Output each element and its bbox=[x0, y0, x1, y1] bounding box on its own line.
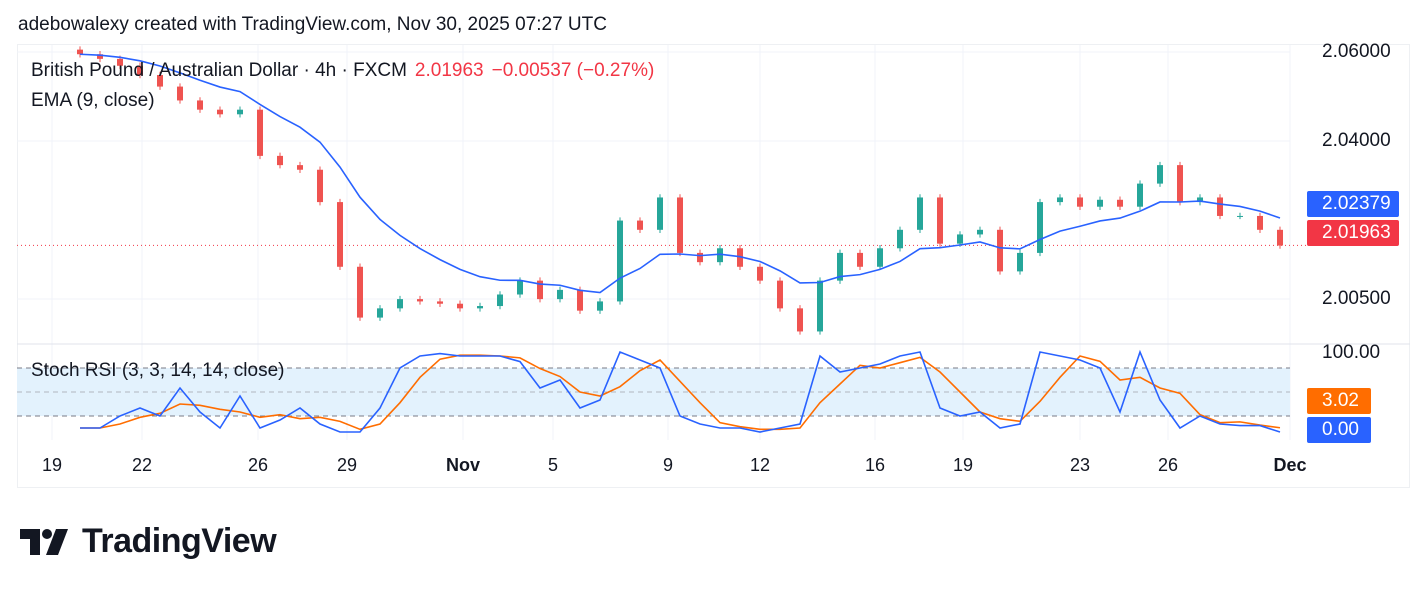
candle-body bbox=[797, 308, 803, 332]
candle-body bbox=[1257, 215, 1263, 230]
x-axis-label: 19 bbox=[952, 455, 974, 475]
tradingview-logo[interactable]: TradingView bbox=[20, 522, 277, 561]
candle-body bbox=[877, 248, 883, 267]
candle-body bbox=[157, 75, 163, 87]
stoch-k-line bbox=[80, 349, 1281, 433]
candle-body bbox=[1097, 199, 1103, 207]
y-tick: 2.00500 bbox=[1322, 288, 1391, 309]
candle-body bbox=[1057, 197, 1063, 203]
candle-body bbox=[377, 308, 383, 318]
candle-body bbox=[617, 220, 623, 302]
x-axis-label: 19 bbox=[41, 455, 63, 475]
candle-body bbox=[857, 252, 863, 267]
candle-body bbox=[937, 197, 943, 244]
tradingview-logo-icon bbox=[20, 528, 68, 555]
candle-body bbox=[517, 280, 523, 295]
candle-body bbox=[477, 306, 483, 309]
chart-attribution: adebowalexy created with TradingView.com… bbox=[18, 14, 607, 35]
symbol-legend: British Pound / Australian Dollar · 4h ·… bbox=[31, 60, 654, 82]
last-price-tag: 2.01963 bbox=[1307, 220, 1399, 246]
x-axis-label: 26 bbox=[1157, 455, 1179, 475]
x-axis-label: Dec bbox=[1273, 455, 1307, 475]
candle-body bbox=[197, 100, 203, 110]
candle-body bbox=[1017, 252, 1023, 272]
candle-body bbox=[537, 280, 543, 300]
candle-body bbox=[1037, 202, 1043, 253]
candle-body bbox=[997, 229, 1003, 272]
candle-body bbox=[217, 109, 223, 115]
candle-body bbox=[257, 109, 263, 156]
stoch-y-tick: 100.00 bbox=[1322, 342, 1381, 363]
x-axis-label: 22 bbox=[131, 455, 153, 475]
candle-body bbox=[397, 299, 403, 309]
candle-body bbox=[497, 294, 503, 307]
candle-body bbox=[697, 252, 703, 263]
candle-body bbox=[1217, 197, 1223, 216]
candle-body bbox=[417, 299, 423, 302]
candle-body bbox=[357, 266, 363, 318]
candle-body bbox=[917, 197, 923, 230]
y-tick: 2.04000 bbox=[1322, 130, 1391, 151]
x-axis-label: 12 bbox=[749, 455, 771, 475]
candle-body bbox=[577, 289, 583, 311]
candle-body bbox=[777, 280, 783, 309]
candle-body bbox=[557, 289, 563, 300]
ema-price-tag: 2.02379 bbox=[1307, 191, 1399, 217]
candle-body bbox=[817, 280, 823, 332]
x-axis-label: 23 bbox=[1069, 455, 1091, 475]
candle-body bbox=[277, 155, 283, 166]
candle-body bbox=[1117, 199, 1123, 207]
ema-line bbox=[79, 53, 1281, 294]
candle-body bbox=[117, 58, 123, 66]
x-axis-label: 29 bbox=[336, 455, 358, 475]
candle-body bbox=[237, 109, 243, 115]
candle-body bbox=[657, 197, 663, 230]
candle-body bbox=[717, 248, 723, 263]
candle-body bbox=[757, 266, 763, 281]
stoch-rsi-legend[interactable]: Stoch RSI (3, 3, 14, 14, close) bbox=[31, 360, 285, 381]
candle-body bbox=[1077, 197, 1083, 207]
candle-body bbox=[437, 301, 443, 304]
candle-body bbox=[1237, 215, 1243, 217]
candle-body bbox=[1277, 229, 1283, 246]
candle-body bbox=[957, 234, 963, 244]
logo-text: TradingView bbox=[82, 522, 277, 560]
stoch-band bbox=[17, 368, 1290, 416]
candle-body bbox=[177, 86, 183, 101]
candle-body bbox=[977, 229, 983, 235]
d-value-tag: 3.02 bbox=[1307, 388, 1371, 414]
candle-body bbox=[137, 65, 143, 76]
candle-body bbox=[77, 49, 83, 55]
x-axis-label: Nov bbox=[445, 455, 481, 475]
candle-body bbox=[1137, 183, 1143, 207]
candle-body bbox=[737, 248, 743, 267]
candle-body bbox=[97, 54, 103, 59]
candle-body bbox=[677, 197, 683, 253]
x-axis-label: 16 bbox=[864, 455, 886, 475]
k-value-tag: 0.00 bbox=[1307, 417, 1371, 443]
candle-body bbox=[317, 169, 323, 203]
candle-body bbox=[837, 252, 843, 281]
chart-frame bbox=[17, 44, 1410, 488]
candle-body bbox=[897, 229, 903, 249]
candle-body bbox=[337, 202, 343, 267]
ema-legend[interactable]: EMA (9, close) bbox=[31, 90, 155, 111]
candle-body bbox=[297, 165, 303, 170]
y-tick: 2.06000 bbox=[1322, 41, 1391, 62]
candle-body bbox=[457, 303, 463, 309]
x-axis-label: 5 bbox=[547, 455, 559, 475]
candle-body bbox=[1157, 165, 1163, 184]
candle-body bbox=[597, 301, 603, 311]
x-axis-label: 9 bbox=[662, 455, 674, 475]
candle-body bbox=[1197, 197, 1203, 203]
candle-body bbox=[637, 220, 643, 230]
symbol-title: British Pound / Australian Dollar · 4h ·… bbox=[31, 60, 407, 81]
price-change: −0.00537 (−0.27%) bbox=[491, 60, 655, 81]
candle-body bbox=[1177, 165, 1183, 203]
x-axis-label: 26 bbox=[247, 455, 269, 475]
last-price: 2.01963 bbox=[414, 60, 484, 81]
stoch-d-line bbox=[80, 354, 1281, 431]
